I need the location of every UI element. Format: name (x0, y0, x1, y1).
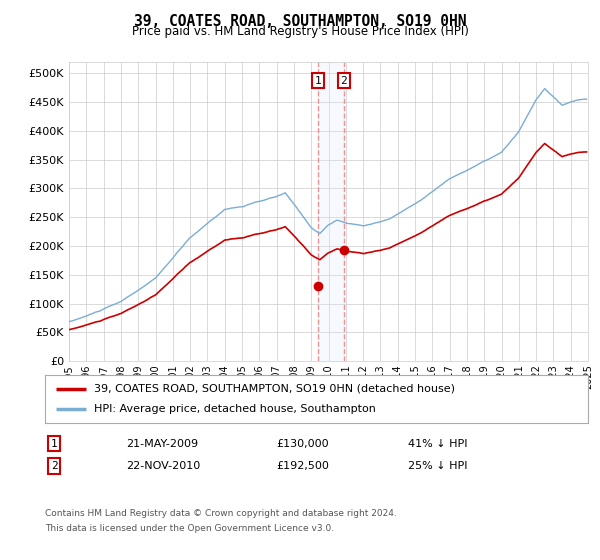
Text: 25% ↓ HPI: 25% ↓ HPI (408, 461, 467, 471)
Text: 2: 2 (50, 461, 58, 471)
Text: This data is licensed under the Open Government Licence v3.0.: This data is licensed under the Open Gov… (45, 524, 334, 533)
Text: 1: 1 (314, 76, 321, 86)
Text: 2: 2 (341, 76, 347, 86)
Text: 21-MAY-2009: 21-MAY-2009 (126, 438, 198, 449)
Text: 39, COATES ROAD, SOUTHAMPTON, SO19 0HN (detached house): 39, COATES ROAD, SOUTHAMPTON, SO19 0HN (… (94, 384, 455, 394)
Text: HPI: Average price, detached house, Southampton: HPI: Average price, detached house, Sout… (94, 404, 376, 414)
Text: 1: 1 (50, 438, 58, 449)
Text: £192,500: £192,500 (276, 461, 329, 471)
Bar (318, 62, 344, 361)
Text: 39, COATES ROAD, SOUTHAMPTON, SO19 0HN: 39, COATES ROAD, SOUTHAMPTON, SO19 0HN (134, 14, 466, 29)
Text: 41% ↓ HPI: 41% ↓ HPI (408, 438, 467, 449)
Text: Price paid vs. HM Land Registry's House Price Index (HPI): Price paid vs. HM Land Registry's House … (131, 25, 469, 38)
Text: £130,000: £130,000 (276, 438, 329, 449)
Text: 22-NOV-2010: 22-NOV-2010 (126, 461, 200, 471)
Text: Contains HM Land Registry data © Crown copyright and database right 2024.: Contains HM Land Registry data © Crown c… (45, 509, 397, 518)
